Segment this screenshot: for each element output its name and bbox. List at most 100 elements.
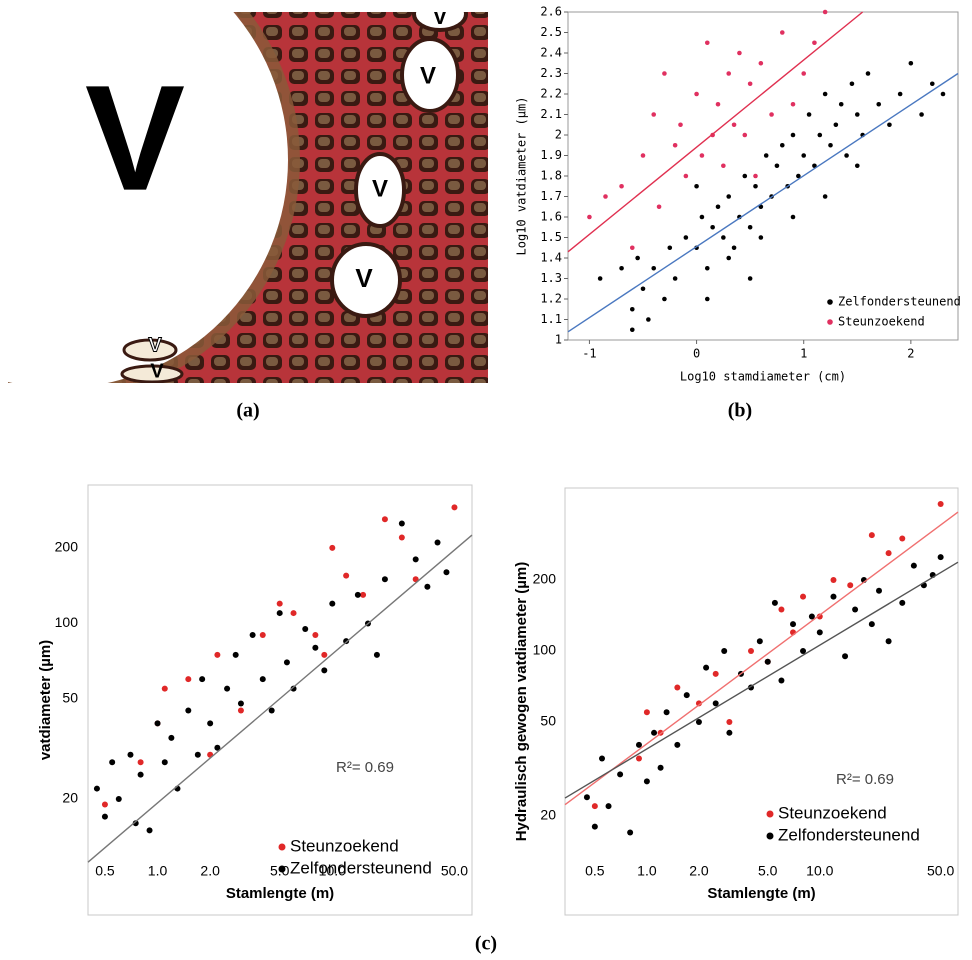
- vessel-label: V: [420, 62, 436, 89]
- point: [683, 692, 690, 699]
- point: [662, 296, 667, 302]
- point: [635, 755, 642, 762]
- point: [214, 651, 221, 658]
- point: [753, 183, 758, 189]
- point: [778, 606, 785, 613]
- y-tick-label: 200: [533, 571, 557, 587]
- point: [758, 60, 764, 66]
- point: [844, 153, 849, 158]
- point: [154, 720, 161, 727]
- fit-line: [567, 72, 959, 333]
- point: [93, 785, 100, 792]
- point: [635, 741, 642, 748]
- point: [329, 600, 336, 607]
- point: [816, 613, 823, 620]
- point: [412, 556, 419, 563]
- point: [137, 771, 144, 778]
- point: [651, 729, 658, 736]
- point: [651, 112, 657, 117]
- point: [742, 173, 748, 179]
- point: [704, 40, 710, 46]
- point: [833, 122, 839, 128]
- point: [822, 91, 828, 97]
- point: [712, 700, 719, 707]
- point: [847, 582, 854, 589]
- point: [109, 759, 116, 766]
- point: [232, 651, 239, 658]
- legend-marker: [278, 843, 286, 851]
- caption: (c): [475, 933, 497, 955]
- point: [828, 142, 833, 148]
- point: [699, 153, 705, 158]
- point: [259, 631, 266, 638]
- point: [662, 71, 667, 76]
- point: [721, 235, 726, 240]
- point: [800, 593, 807, 600]
- point: [276, 600, 283, 607]
- point: [694, 91, 699, 97]
- point: [929, 81, 935, 87]
- vessel-label: V: [433, 4, 448, 29]
- point: [290, 610, 297, 617]
- legend-marker: [827, 319, 833, 325]
- point: [268, 707, 275, 714]
- x-tick-label: 0.5: [585, 863, 605, 879]
- y-tick-label: 1: [555, 333, 562, 347]
- point: [800, 648, 807, 655]
- y-tick-label: 2: [555, 128, 562, 142]
- point: [199, 676, 206, 683]
- point: [897, 91, 903, 97]
- point: [656, 204, 662, 210]
- point: [758, 235, 764, 240]
- point: [627, 829, 634, 836]
- point: [115, 795, 122, 802]
- point: [812, 40, 817, 46]
- y-tick-label: 100: [55, 614, 79, 630]
- y-tick-label: 2.6: [540, 5, 562, 19]
- caption: (a): [236, 400, 259, 422]
- annotation: R²= 0.69: [336, 759, 394, 776]
- point: [354, 591, 361, 598]
- point: [830, 593, 837, 600]
- point: [678, 122, 683, 128]
- point: [937, 501, 944, 508]
- point: [207, 720, 214, 727]
- point: [667, 245, 673, 251]
- point: [587, 214, 592, 220]
- point: [699, 214, 705, 220]
- y-tick-label: 1.7: [540, 189, 562, 203]
- point: [312, 644, 319, 651]
- point: [674, 741, 681, 748]
- y-tick-label: 2.4: [540, 46, 562, 60]
- point: [808, 613, 815, 620]
- caption: (b): [728, 400, 752, 422]
- point: [731, 245, 737, 251]
- point: [161, 759, 168, 766]
- point: [899, 535, 906, 542]
- y-tick-label: 1.9: [540, 148, 562, 162]
- point: [885, 638, 892, 645]
- vessel-label: V: [148, 334, 162, 356]
- point: [704, 265, 710, 271]
- point: [398, 520, 405, 527]
- point: [796, 173, 801, 179]
- point: [146, 827, 153, 834]
- point: [774, 163, 780, 169]
- y-tick-label: 50: [62, 690, 78, 706]
- point: [373, 651, 380, 658]
- plot-frame: [87, 484, 473, 916]
- point: [214, 744, 221, 751]
- fit-line: [87, 534, 473, 863]
- point: [683, 173, 689, 179]
- point: [854, 112, 860, 117]
- point: [726, 719, 733, 726]
- point: [726, 729, 733, 736]
- point: [908, 60, 914, 66]
- point: [635, 255, 640, 261]
- point: [695, 719, 702, 726]
- point: [703, 664, 710, 671]
- vessel-label: V: [85, 54, 185, 222]
- x-tick-label: 10.0: [806, 863, 833, 879]
- point: [412, 576, 419, 583]
